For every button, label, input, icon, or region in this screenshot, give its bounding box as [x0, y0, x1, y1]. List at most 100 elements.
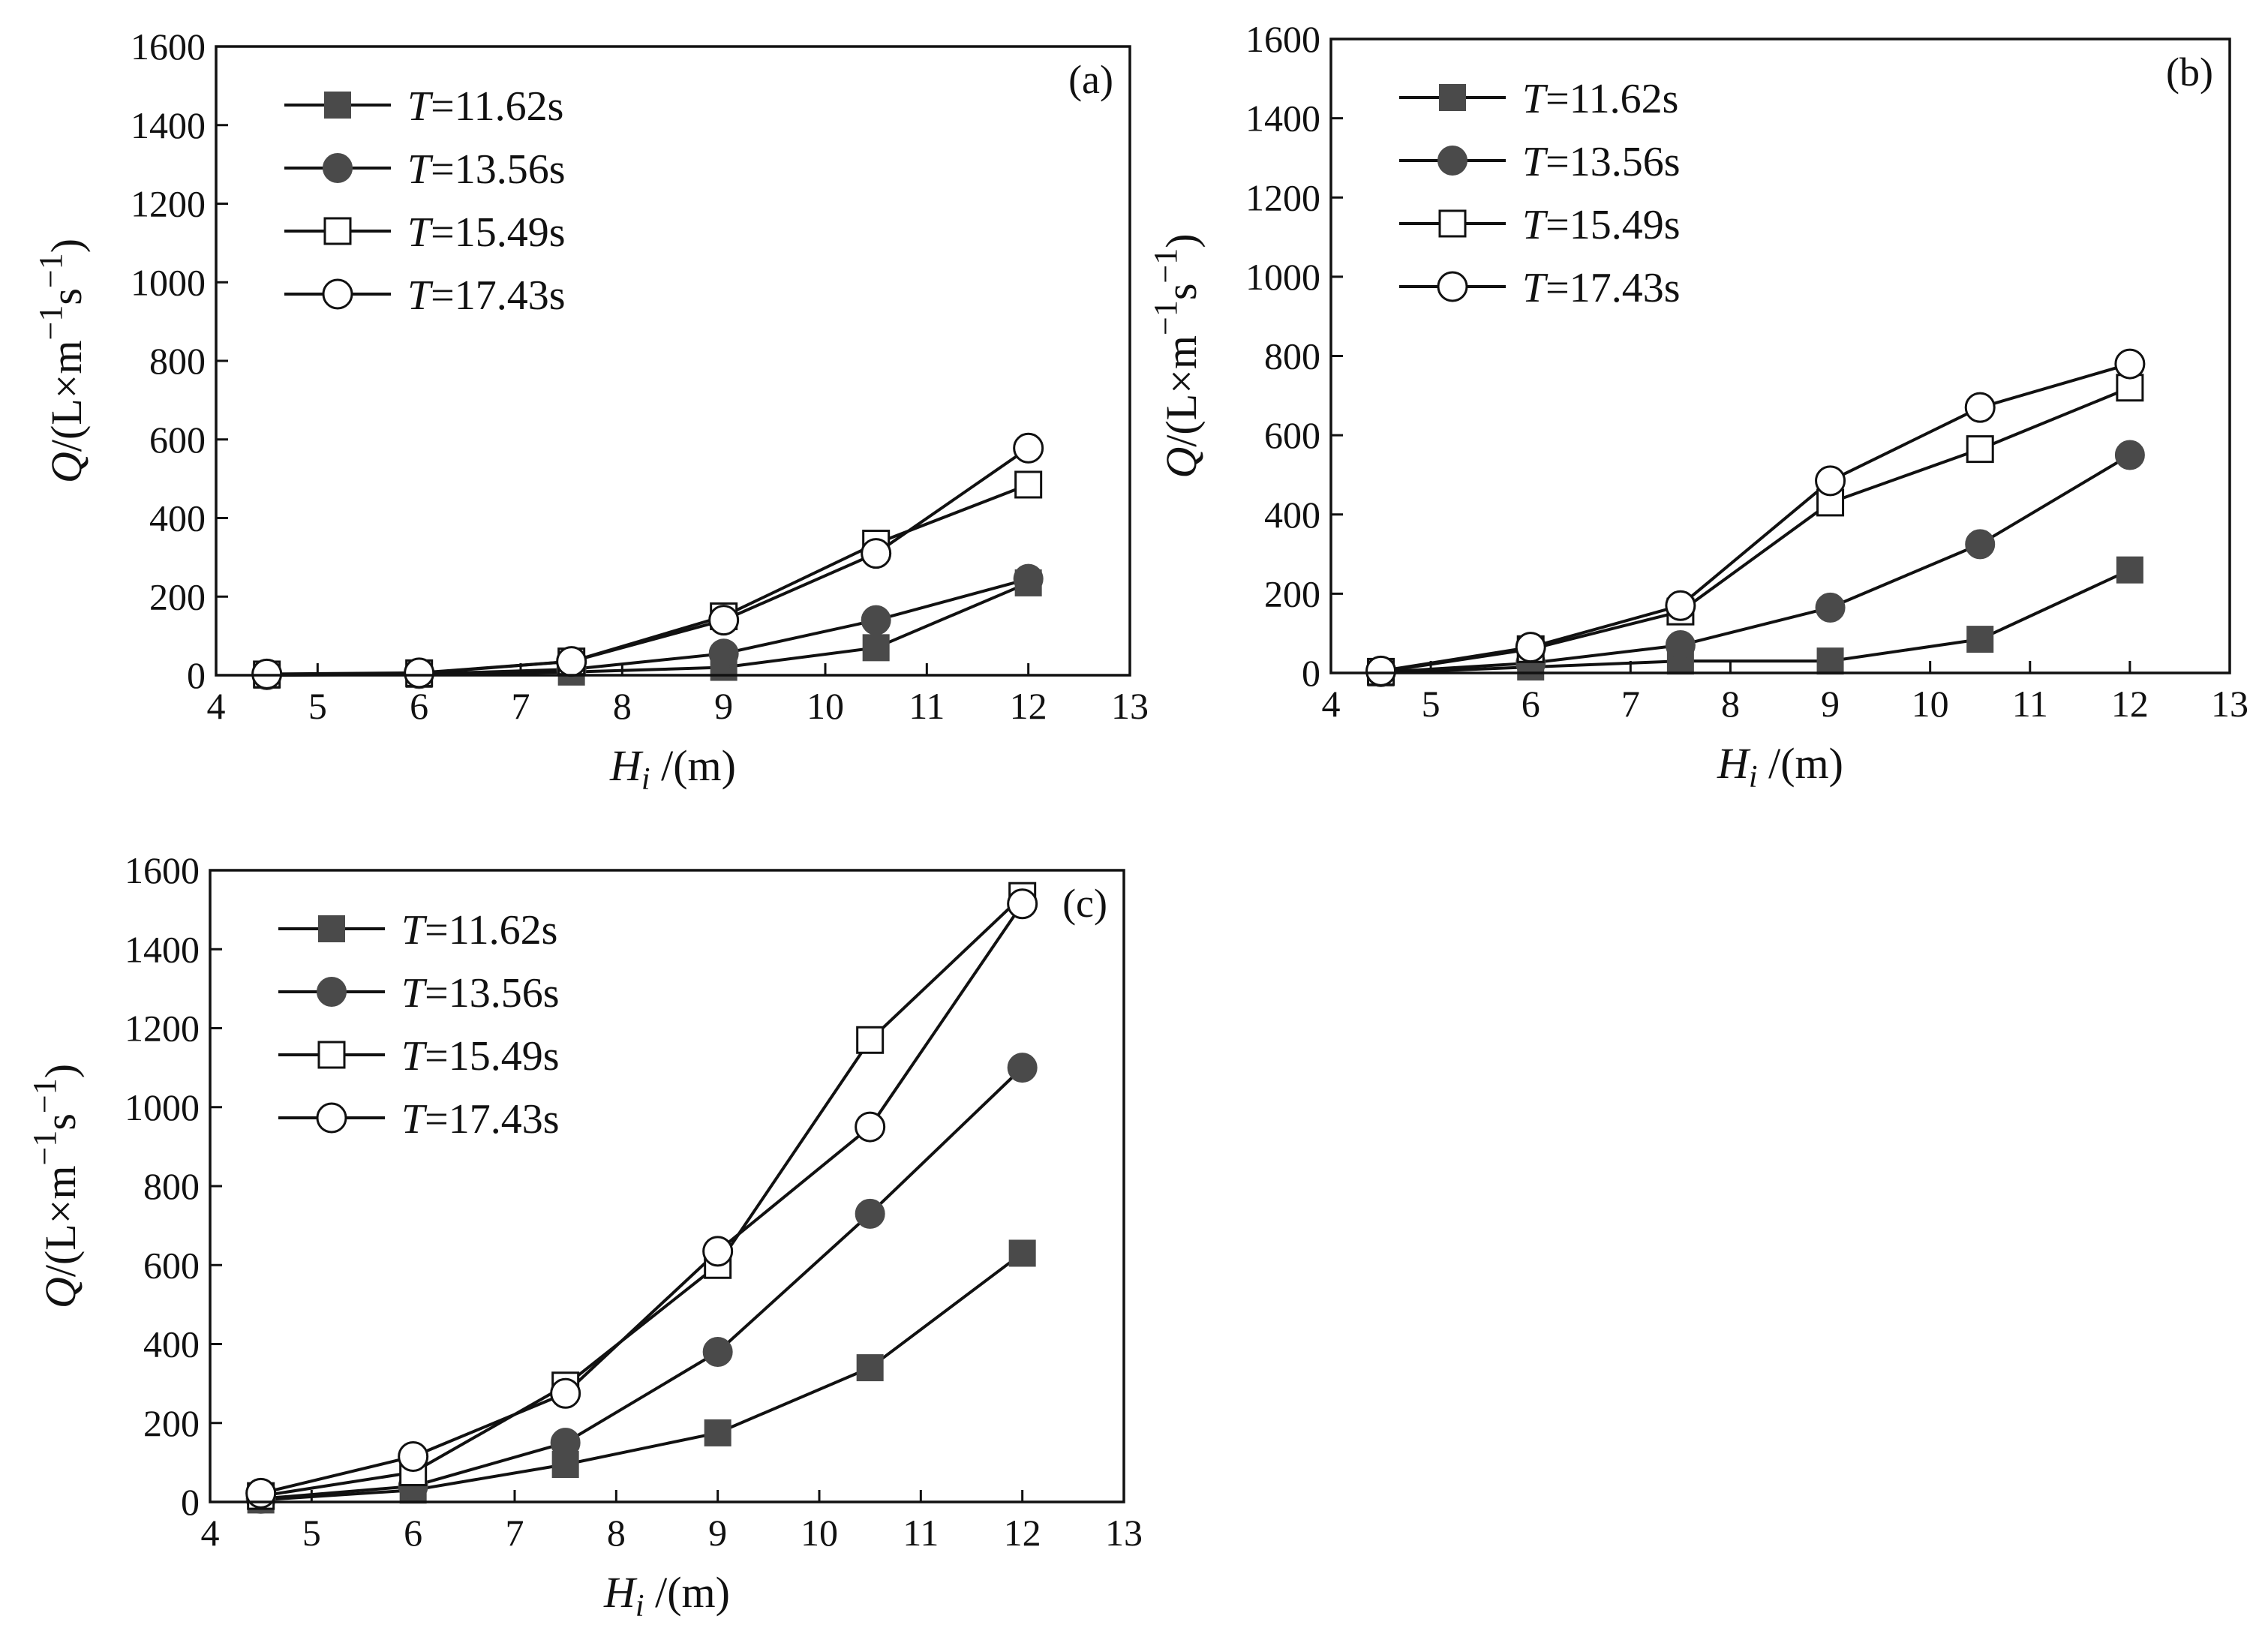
data-point [1966, 435, 1994, 464]
series-line-2 [260, 1066, 1024, 1500]
data-point [550, 1377, 581, 1409]
y-tick-label: 800 [1264, 335, 1320, 377]
series-line-2 [1380, 453, 2131, 674]
y-tick-label: 1400 [125, 928, 200, 970]
y-axis-title: Q/(L×m−1s−1) [32, 239, 91, 483]
legend-label: T=15.49s [1522, 202, 1681, 248]
x-tick-label: 7 [1621, 683, 1640, 725]
y-tick-label: 200 [143, 1402, 200, 1444]
legend-label: T=15.49s [407, 209, 566, 256]
y-tick-label: 1000 [125, 1086, 200, 1128]
legend-label: T=13.56s [407, 146, 566, 193]
legend-item: T=13.56s [278, 970, 560, 1017]
y-tick-label: 1600 [131, 26, 206, 68]
legend-label: T=11.62s [407, 83, 563, 130]
x-tick-label: 7 [506, 1512, 524, 1554]
legend-label: T=13.56s [401, 970, 560, 1017]
series-line-2 [266, 577, 1029, 677]
panel-label: (c) [1062, 881, 1107, 926]
legend-marker [317, 977, 347, 1007]
legend-marker [1439, 84, 1466, 111]
data-point [861, 538, 892, 569]
y-tick-label: 800 [149, 340, 206, 382]
y-tick-label: 1000 [131, 261, 206, 303]
data-point [855, 1198, 885, 1229]
x-tick-label: 11 [2012, 683, 2048, 725]
legend-item: T=11.62s [1399, 76, 1678, 122]
legend-item: T=15.49s [1399, 202, 1681, 248]
series-line-4 [260, 903, 1024, 1495]
data-point [856, 1026, 885, 1054]
legend-label: T=17.43s [1522, 265, 1681, 311]
data-point [1964, 392, 1996, 423]
series-line-3 [266, 483, 1029, 676]
data-point [1013, 563, 1044, 594]
y-tick-label: 600 [149, 419, 206, 461]
y-tick-label: 1400 [1245, 98, 1320, 140]
data-point [1008, 1239, 1036, 1267]
y-axis-title: Q/(L×m−1s−1) [1147, 233, 1206, 478]
y-tick-label: 0 [187, 654, 206, 696]
data-point [398, 1440, 429, 1472]
x-tick-label: 13 [1111, 685, 1149, 727]
y-tick-label: 1600 [1245, 18, 1320, 60]
series-line-1 [1380, 568, 2131, 674]
x-tick-label: 13 [1105, 1512, 1143, 1554]
legend-item: T=13.56s [1399, 139, 1681, 185]
y-tick-label: 0 [1302, 652, 1320, 694]
chart-panel-c: 0 200 400 600 800 1000 1200 1400 1600 4 5 6 7 8 9 10 11 1… [26, 849, 1143, 1623]
y-tick-label: 1200 [131, 183, 206, 225]
x-tick-label: 5 [302, 1512, 321, 1554]
plot-frame [215, 45, 1131, 677]
y-tick-label: 600 [1264, 414, 1320, 456]
data-point [855, 1111, 886, 1143]
legend-marker [1437, 146, 1467, 176]
legend-marker [1438, 209, 1467, 238]
legend-marker [317, 1041, 346, 1069]
data-point [550, 1428, 581, 1458]
data-point [1965, 529, 1996, 560]
legend-item: T=11.62s [284, 83, 563, 130]
y-tick-label: 1200 [125, 1008, 200, 1050]
legend-item: T=17.43s [284, 272, 566, 319]
y-tick-label: 600 [143, 1244, 200, 1286]
y-tick-label: 400 [143, 1323, 200, 1365]
data-point [704, 1419, 731, 1446]
x-tick-label: 6 [1522, 683, 1540, 725]
data-point [1665, 630, 1696, 661]
data-point [702, 1236, 734, 1267]
panel-label: (b) [2166, 50, 2213, 95]
x-tick-label: 10 [1912, 683, 1949, 725]
x-tick-label: 10 [807, 685, 844, 727]
data-point [1007, 1053, 1038, 1083]
legend-item: T=13.56s [284, 146, 566, 193]
y-tick-label: 1400 [131, 104, 206, 146]
panel-label: (a) [1068, 57, 1113, 102]
x-tick-label: 7 [512, 685, 530, 727]
legend-marker [1437, 271, 1468, 302]
series-line-1 [260, 1251, 1023, 1502]
legend-item: T=17.43s [1399, 265, 1681, 311]
y-tick-label: 0 [181, 1481, 200, 1523]
data-point [861, 605, 891, 635]
x-axis-title: Hi /(m) [1717, 739, 1843, 794]
x-tick-label: 8 [1721, 683, 1740, 725]
x-tick-label: 5 [308, 685, 327, 727]
x-tick-label: 12 [1010, 685, 1047, 727]
legend-marker [316, 1102, 347, 1134]
y-axis-title: Q/(L×m−1s−1) [26, 1064, 85, 1308]
data-point [708, 605, 740, 636]
legend-label: T=13.56s [1522, 139, 1681, 185]
data-point [1007, 888, 1038, 920]
y-tick-label: 200 [149, 575, 206, 617]
legend-label: T=17.43s [401, 1096, 560, 1143]
y-tick-label: 200 [1264, 572, 1320, 614]
x-tick-label: 8 [607, 1512, 626, 1554]
x-tick-label: 13 [2211, 683, 2248, 725]
data-point [1515, 632, 1546, 663]
chart-panel-a: 0 200 400 600 800 1000 1200 1400 1600 4 5 6 7 8 9 10 11 1… [32, 26, 1149, 797]
series-line-4 [1380, 362, 2131, 673]
data-point [1966, 626, 1994, 653]
data-point [2114, 440, 2145, 470]
